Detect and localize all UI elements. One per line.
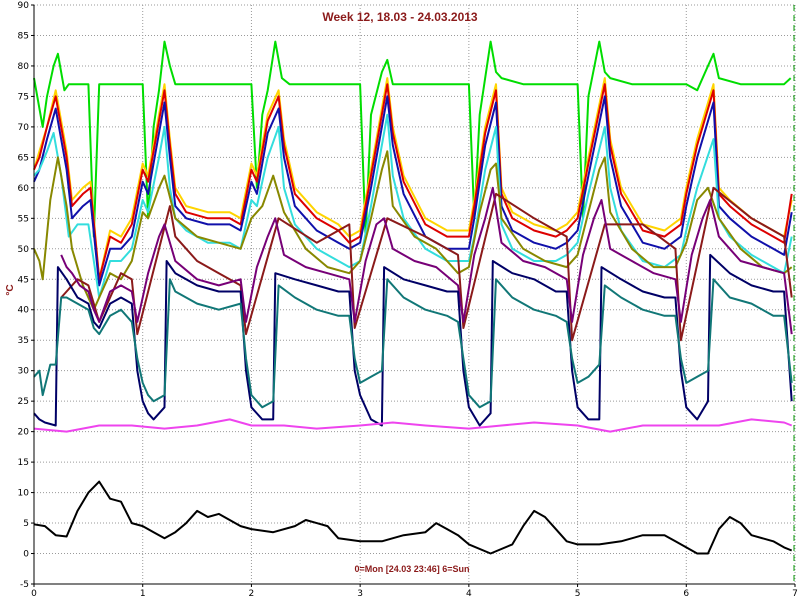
series-line-6 [33, 150, 793, 311]
x-tick-label: 4 [466, 589, 472, 599]
x-tick-label: 0 [31, 589, 37, 599]
y-tick-label: 50 [18, 245, 30, 255]
y-tick-label: 15 [18, 458, 29, 468]
series-line-7 [60, 186, 793, 342]
y-tick-label: 0 [23, 550, 29, 560]
y-tick-label: 5 [23, 519, 29, 529]
series-line-8 [60, 186, 793, 335]
x-tick-label: 5 [575, 589, 581, 599]
y-tick-label: 45 [18, 275, 29, 285]
x-axis-label: 0=Mon [24.03 23:46] 6=Sun [354, 564, 469, 574]
y-tick-label: 85 [18, 31, 29, 41]
series-line-2 [33, 77, 793, 281]
y-tick-label: 25 [18, 397, 29, 407]
y-axis-label: °C [5, 284, 16, 295]
y-tick-label: 80 [18, 62, 30, 72]
y-tick-labels: -5 0 5 10 15 20 25 30 35 40 45 50 55 60 65 70 75 80 85 90 [18, 1, 30, 590]
series-line-12 [33, 480, 793, 555]
x-tick-labels: 0 1 2 3 4 5 6 7 [31, 589, 798, 599]
y-tick-label: 70 [18, 123, 30, 133]
series-line-4 [33, 95, 793, 287]
series-group [33, 40, 793, 555]
chart-title: Week 12, 18.03 - 24.03.2013 [322, 10, 478, 24]
y-tick-label: 20 [18, 428, 30, 438]
y-tick-label: 75 [18, 92, 29, 102]
series-line-9 [33, 253, 793, 427]
y-tick-label: 90 [18, 1, 30, 11]
series-line-1 [33, 40, 792, 238]
series-line-5 [33, 113, 793, 299]
series-line-10 [33, 278, 793, 409]
y-tick-label: 30 [18, 367, 30, 377]
y-tick-label: -5 [20, 580, 29, 590]
x-tick-label: 7 [792, 589, 798, 599]
series-line-11 [33, 418, 793, 433]
y-tick-label: 10 [18, 489, 30, 499]
x-tick-label: 6 [683, 589, 689, 599]
y-tick-label: 35 [18, 336, 29, 346]
y-tick-label: 65 [18, 153, 29, 163]
x-tick-label: 3 [357, 589, 363, 599]
y-tick-label: 60 [18, 184, 30, 194]
x-tick-label: 2 [249, 589, 255, 599]
y-tick-label: 55 [18, 214, 29, 224]
y-tick-label: 40 [18, 306, 30, 316]
x-tick-label: 1 [140, 589, 146, 599]
